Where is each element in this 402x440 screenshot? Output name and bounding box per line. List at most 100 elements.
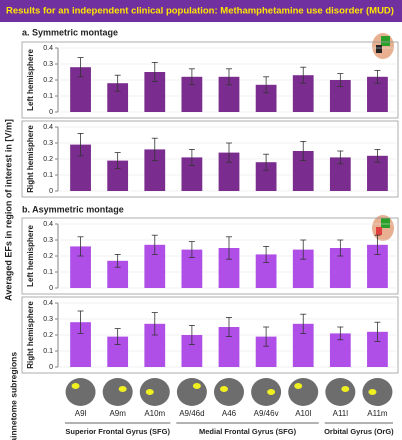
bar — [181, 335, 203, 367]
bar — [70, 67, 91, 112]
y-tick-label: 0.1 — [43, 93, 53, 100]
x-tick-label: A46 — [222, 409, 237, 418]
y-tick-label: 0.4 — [43, 124, 53, 131]
bar — [329, 333, 351, 367]
brain-image — [65, 378, 96, 406]
brain-region — [145, 389, 154, 395]
brain-image — [325, 378, 356, 406]
brain-region — [294, 383, 303, 389]
bar — [144, 72, 166, 112]
section-title: a. Symmetric montage — [22, 27, 118, 37]
bar — [367, 155, 388, 191]
bar — [218, 152, 240, 191]
bar — [144, 244, 166, 288]
x-tick-label: A9/46v — [254, 409, 279, 418]
bar — [107, 336, 129, 367]
group-label: Superior Frontal Gyrus (SFG) — [65, 427, 170, 436]
panel-frame — [21, 120, 399, 198]
panel-frame — [21, 296, 399, 374]
brain-image — [288, 378, 319, 406]
brain-image — [362, 378, 393, 406]
panel-label: Left hemisphere — [26, 49, 35, 111]
panel-label: Left hemisphere — [26, 225, 35, 287]
brain-region — [267, 389, 276, 395]
y-tick-label: 0 — [49, 109, 53, 116]
y-tick-label: 0.2 — [43, 332, 53, 339]
y-tick-label: 0.4 — [43, 221, 53, 228]
brain-region — [220, 386, 228, 392]
brain-region — [71, 383, 80, 389]
x-tick-label: A11m — [367, 409, 388, 418]
head-icon — [372, 33, 394, 59]
y-tick-label: 0.3 — [43, 61, 53, 68]
bar — [107, 260, 129, 288]
bar — [367, 331, 388, 367]
bar — [292, 75, 314, 112]
y-axis-label: Averaged EFs in region of interest in [V… — [3, 119, 13, 301]
bar — [70, 144, 91, 191]
bar — [292, 249, 314, 288]
panel-label: Right hemisphere — [26, 125, 35, 193]
figure-title: Results for an independent clinical popu… — [6, 6, 394, 17]
group-label: Orbital Gyrus (OrG) — [324, 427, 394, 436]
brain-region — [341, 386, 350, 392]
y-tick-label: 0.3 — [43, 140, 53, 147]
bar — [181, 76, 203, 112]
y-tick-label: 0.4 — [43, 45, 53, 52]
y-tick-label: 0.3 — [43, 237, 53, 244]
bar — [329, 157, 351, 191]
y-tick-label: 0.2 — [43, 253, 53, 260]
bar — [367, 76, 388, 112]
y-tick-label: 0.3 — [43, 316, 53, 323]
section-title: b. Asymmetric montage — [22, 204, 124, 214]
panel-frame — [21, 217, 399, 295]
x-tick-label: A11l — [333, 409, 349, 418]
title-bar — [0, 0, 402, 22]
brain-image — [176, 378, 207, 406]
bar — [70, 246, 91, 288]
bar — [144, 149, 166, 191]
y-tick-label: 0 — [49, 188, 53, 195]
brain-image — [139, 378, 170, 406]
x-tick-label: A10l — [295, 409, 311, 418]
bar — [107, 83, 129, 112]
brain-image — [251, 378, 282, 406]
x-tick-label: A9m — [109, 409, 126, 418]
bar — [70, 322, 91, 367]
panel-frame — [21, 41, 399, 119]
y-tick-label: 0.1 — [43, 269, 53, 276]
bar — [218, 327, 240, 367]
bar — [181, 249, 203, 288]
brain-region — [192, 383, 201, 389]
brain-region — [118, 386, 127, 392]
bar — [255, 84, 277, 112]
x-tick-label: A9l — [75, 409, 87, 418]
brain-image — [102, 378, 133, 406]
y-tick-label: 0.1 — [43, 348, 53, 355]
bar — [329, 248, 351, 288]
bar — [144, 323, 166, 367]
head-icon — [372, 215, 394, 241]
panel-label: Right hemisphere — [26, 301, 35, 369]
bar — [181, 157, 203, 191]
y-tick-label: 0.2 — [43, 156, 53, 163]
y-tick-label: 0.2 — [43, 77, 53, 84]
bar — [255, 336, 277, 367]
bar — [218, 248, 240, 288]
x-tick-label: A9/46d — [179, 409, 204, 418]
bar — [255, 162, 277, 191]
y-tick-label: 0.1 — [43, 172, 53, 179]
group-label: Medial Frontal Gyrus (SFG) — [199, 427, 297, 436]
y-tick-label: 0.4 — [43, 300, 53, 307]
x-axis-label: Brainnetome subregions — [8, 352, 18, 440]
bar — [329, 80, 351, 112]
brain-image — [214, 378, 244, 406]
y-tick-label: 0 — [49, 285, 53, 292]
bar — [107, 160, 129, 191]
bar — [367, 244, 388, 288]
x-tick-label: A10m — [144, 409, 165, 418]
bar — [292, 151, 314, 191]
brain-region — [368, 389, 377, 395]
y-tick-label: 0 — [49, 364, 53, 371]
